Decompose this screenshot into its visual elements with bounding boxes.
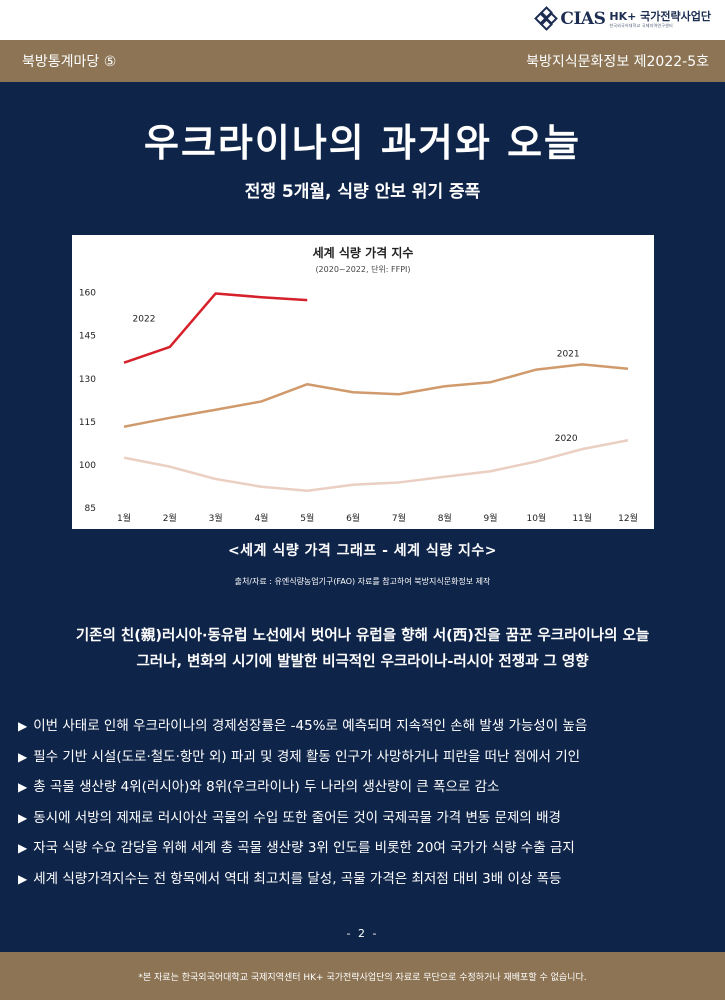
bullet-list: ▶ 이번 사태로 인해 우크라이나의 경제성장률은 -45%로 예측되며 지속적인… xyxy=(18,711,718,894)
chart-panel: 세계 식량 가격 지수 (2020~2022, 단위: FFPI) 85 100 1… xyxy=(72,235,654,529)
page-title: 우크라이나의 과거와 오늘 xyxy=(143,121,582,165)
x-tick-label: 8월 xyxy=(438,512,452,524)
series-label: 북방통계마당 ⑤ xyxy=(22,54,117,70)
list-item: ▶ 자국 식량 수요 감당을 위해 세계 총 곡물 생산량 3위 인도를 비롯한 … xyxy=(18,833,718,864)
lead-line: 그러나, 변화의 시기에 발발한 비극적인 우크라이나-러시아 전쟁과 그 영향 xyxy=(136,654,589,670)
footer-note: *본 자료는 한국외국어대학교 국제지역센터 HK+ 국가전략사업단의 자료로 … xyxy=(138,972,587,983)
chart-subtitle: (2020~2022, 단위: FFPI) xyxy=(315,264,410,274)
logo-title: HK+ 국가전략사업단 xyxy=(609,10,711,23)
chart-source: 출처/자료 : 유엔식량농업기구(FAO) 자료를 참고하여 북방지식문화정보 … xyxy=(234,577,491,586)
arrow-right-icon: ▶ xyxy=(18,780,28,794)
page-subtitle: 전쟁 5개월, 식량 안보 위기 증폭 xyxy=(244,182,481,202)
y-tick-label: 115 xyxy=(79,418,96,428)
arrow-right-icon: ▶ xyxy=(18,719,28,733)
x-tick-label: 2월 xyxy=(163,512,177,524)
series-line-2022 xyxy=(123,292,308,364)
x-tick-label: 5월 xyxy=(300,512,314,524)
lead-line: 기존의 친(親)러시아·동유럽 노선에서 벗어나 유럽을 향해 서(西)진을 꿈… xyxy=(75,628,650,644)
logo-bar: CIAS HK+ 국가전략사업단 한국외국어대학교 국제지역연구센터 xyxy=(0,0,725,40)
x-tick-label: 6월 xyxy=(346,512,360,524)
y-tick-label: 160 xyxy=(79,289,96,299)
y-tick-label: 85 xyxy=(85,504,96,514)
x-tick-label: 11월 xyxy=(572,512,592,524)
list-item: ▶ 이번 사태로 인해 우크라이나의 경제성장률은 -45%로 예측되며 지속적인… xyxy=(18,711,718,742)
series-line-2020 xyxy=(123,438,629,493)
arrow-right-icon: ▶ xyxy=(18,841,28,855)
chart-caption: <세계 식량 가격 그래프 - 세계 식량 지수> xyxy=(227,543,498,559)
y-tick-label: 145 xyxy=(79,332,96,342)
x-tick-label: 4월 xyxy=(254,512,268,524)
series-line-2021 xyxy=(123,363,629,428)
chart-title: 세계 식량 가격 지수 xyxy=(313,245,414,260)
x-tick-label: 7월 xyxy=(392,512,406,524)
arrow-right-icon: ▶ xyxy=(18,810,28,825)
main-panel: 우크라이나의 과거와 오늘 전쟁 5개월, 식량 안보 위기 증폭 세계 식량 … xyxy=(0,82,725,952)
cias-emblem-icon xyxy=(534,6,559,31)
x-tick-label: 12월 xyxy=(618,512,638,524)
cias-logo: CIAS HK+ 국가전략사업단 한국외국어대학교 국제지역연구센터 xyxy=(534,6,711,31)
x-tick-label: 3월 xyxy=(209,512,223,524)
x-tick-label: 10월 xyxy=(526,512,546,524)
y-axis: 85 100 115 130 145 160 xyxy=(79,289,96,514)
list-item: ▶ 세계 식량가격지수는 전 항목에서 역대 최고치를 달성, 곡물 가격은 최저… xyxy=(18,864,718,895)
list-item: ▶ 필수 기반 시설(도로·철도·항만 외) 파괴 및 경제 활동 인구가 사망하… xyxy=(18,742,718,773)
series-label-2021: 2021 xyxy=(557,349,580,359)
footer-band: *본 자료는 한국외국어대학교 국제지역센터 HK+ 국가전략사업단의 자료로 … xyxy=(0,952,725,1000)
series-labels: 2022 2021 2020 xyxy=(133,315,580,444)
food-price-chart: 세계 식량 가격 지수 (2020~2022, 단위: FFPI) 85 100 1… xyxy=(79,245,638,524)
logo-subtitle: 한국외국어대학교 국제지역연구센터 xyxy=(609,23,673,28)
y-tick-label: 100 xyxy=(79,461,96,471)
logo-name: CIAS xyxy=(560,9,606,29)
list-item: ▶ 총 곡물 생산량 4위(러시아)와 8위(우크라이나) 두 나라의 생산량이 … xyxy=(18,772,718,803)
y-tick-label: 130 xyxy=(79,375,96,385)
series-lines xyxy=(123,292,629,493)
arrow-right-icon: ▶ xyxy=(18,871,28,886)
arrow-right-icon: ▶ xyxy=(18,749,28,764)
x-axis: 1월 2월 3월 4월 5월 6월 7월 8월 9월 10월 11월 12월 xyxy=(117,512,638,524)
issue-label: 북방지식문화정보 제2022-5호 xyxy=(526,54,709,70)
series-label-2020: 2020 xyxy=(555,434,578,444)
x-tick-label: 9월 xyxy=(484,512,498,524)
page-number: - 2 - xyxy=(346,927,379,940)
top-band: 북방통계마당 ⑤ 북방지식문화정보 제2022-5호 xyxy=(0,40,725,82)
series-label-2022: 2022 xyxy=(133,315,156,325)
list-item: ▶ 동시에 서방의 제재로 러시아산 곡물의 수입 또한 줄어든 것이 국제곡물 … xyxy=(18,803,718,834)
lead-text: 기존의 친(親)러시아·동유럽 노선에서 벗어나 유럽을 향해 서(西)진을 꿈… xyxy=(0,623,725,675)
x-tick-label: 1월 xyxy=(117,512,131,524)
